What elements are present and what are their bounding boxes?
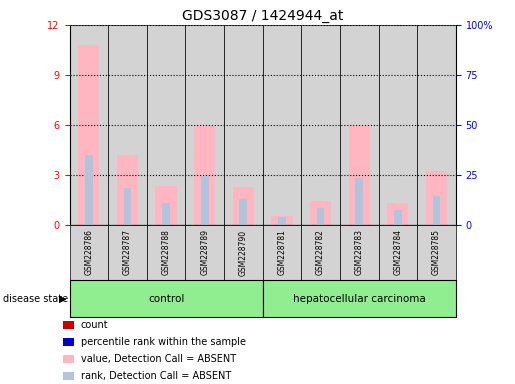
Text: GSM228781: GSM228781 (278, 230, 286, 275)
Bar (394, 210, 402, 225)
Bar (147, 25, 185, 225)
Text: value, Detection Call = ABSENT: value, Detection Call = ABSENT (80, 354, 236, 364)
Bar (124, 188, 131, 225)
Bar (70, 280, 263, 317)
Text: GSM228789: GSM228789 (200, 230, 209, 275)
Bar (355, 178, 363, 225)
Bar (185, 225, 224, 280)
Bar (340, 25, 379, 225)
Bar (301, 225, 340, 280)
Bar (224, 25, 263, 225)
Text: control: control (148, 293, 184, 304)
Bar (301, 25, 340, 225)
Text: disease state: disease state (3, 293, 67, 304)
Bar (62, 355, 74, 363)
Text: percentile rank within the sample: percentile rank within the sample (80, 337, 246, 347)
Title: GDS3087 / 1424944_at: GDS3087 / 1424944_at (182, 8, 344, 23)
Bar (185, 25, 224, 225)
Bar (233, 187, 254, 225)
Text: GSM228786: GSM228786 (84, 230, 93, 275)
Bar (426, 171, 447, 225)
Text: GSM228788: GSM228788 (162, 230, 170, 275)
Bar (162, 203, 170, 225)
Bar (379, 225, 417, 280)
Bar (224, 225, 263, 280)
Bar (156, 186, 177, 225)
Bar (201, 176, 209, 225)
Bar (387, 203, 408, 225)
Bar (263, 280, 456, 317)
Bar (263, 25, 301, 225)
Bar (271, 216, 293, 225)
Text: rank, Detection Call = ABSENT: rank, Detection Call = ABSENT (80, 371, 231, 381)
Bar (417, 225, 456, 280)
Text: hepatocellular carcinoma: hepatocellular carcinoma (293, 293, 425, 304)
Bar (62, 372, 74, 380)
Bar (194, 126, 215, 225)
Text: GSM228784: GSM228784 (393, 230, 402, 275)
Bar (317, 208, 324, 225)
Text: GSM228787: GSM228787 (123, 230, 132, 275)
Bar (340, 225, 379, 280)
Bar (310, 201, 331, 225)
Bar (70, 25, 108, 225)
Text: GSM228785: GSM228785 (432, 230, 441, 275)
Text: GSM228782: GSM228782 (316, 230, 325, 275)
Bar (78, 45, 99, 225)
Bar (433, 195, 440, 225)
Bar (70, 225, 108, 280)
Text: count: count (80, 320, 108, 330)
Bar (147, 225, 185, 280)
Bar (85, 155, 93, 225)
Text: GSM228783: GSM228783 (355, 230, 364, 275)
Bar (108, 225, 147, 280)
Bar (62, 321, 74, 329)
Bar (263, 225, 301, 280)
Bar (108, 25, 147, 225)
Text: GSM228790: GSM228790 (239, 229, 248, 276)
Bar (117, 155, 138, 225)
Bar (379, 25, 417, 225)
Text: ▶: ▶ (59, 293, 67, 304)
Bar (349, 126, 370, 225)
Bar (62, 338, 74, 346)
Bar (417, 25, 456, 225)
Bar (278, 217, 286, 225)
Bar (239, 199, 247, 225)
